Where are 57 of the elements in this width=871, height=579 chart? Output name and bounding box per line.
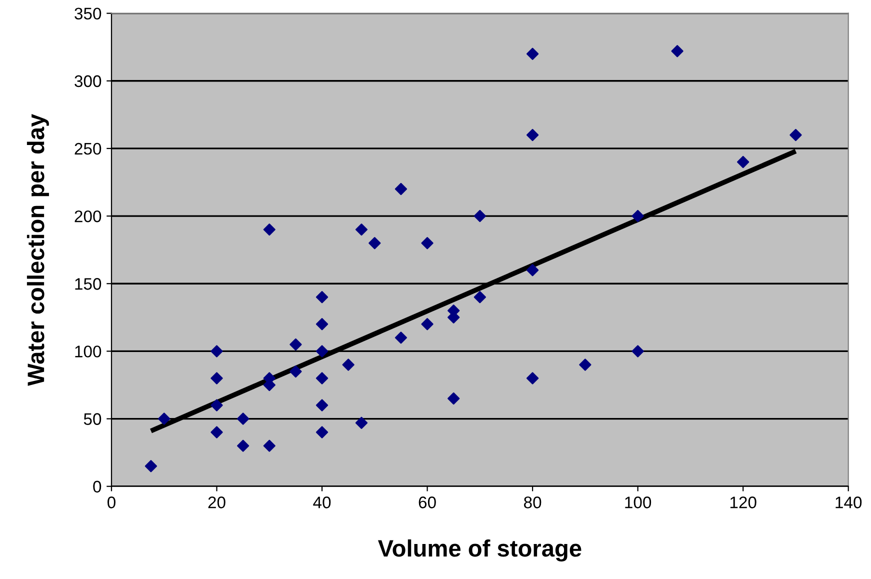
- point: [421, 237, 434, 250]
- point: [236, 412, 250, 425]
- x-tick-label: 60: [418, 496, 436, 508]
- point: [316, 426, 328, 438]
- point: [342, 358, 354, 371]
- point: [368, 237, 381, 250]
- point: [210, 426, 223, 438]
- point: [236, 440, 250, 452]
- point: [526, 372, 539, 384]
- point: [210, 345, 223, 358]
- point: [316, 318, 328, 330]
- point: [448, 392, 460, 405]
- x-tick-label: 140: [836, 496, 862, 508]
- point: [263, 223, 276, 236]
- x-axis-title: Volume of storage: [378, 539, 582, 562]
- point: [421, 318, 434, 330]
- point: [671, 45, 684, 58]
- point: [526, 48, 539, 60]
- point: [474, 210, 486, 222]
- point: [316, 345, 328, 358]
- y-tick-label: 250: [74, 142, 102, 155]
- point: [474, 291, 486, 304]
- point: [290, 365, 302, 378]
- x-tick-label: 0: [108, 496, 116, 508]
- point: [210, 399, 223, 412]
- y-tick-label: 0: [93, 480, 102, 493]
- point: [632, 345, 644, 358]
- point: [290, 338, 302, 351]
- point: [526, 264, 539, 276]
- y-axis-title: Water collection per day: [26, 114, 49, 386]
- x-tick-label: 80: [524, 496, 542, 508]
- point: [632, 210, 644, 222]
- point: [316, 291, 328, 304]
- point: [316, 399, 328, 412]
- point: [394, 182, 408, 196]
- y-tick-label: 350: [74, 8, 102, 20]
- y-tick-label: 200: [74, 210, 102, 222]
- point: [144, 460, 158, 472]
- x-tick-label: 20: [208, 496, 226, 508]
- x-tick-label: 100: [625, 496, 652, 508]
- point: [579, 358, 592, 371]
- y-tick-label: 100: [75, 346, 102, 358]
- point: [158, 412, 170, 425]
- point: [394, 332, 408, 344]
- y-tick-label: 50: [84, 413, 102, 425]
- point: [526, 128, 539, 142]
- x-tick-label: 40: [313, 496, 331, 508]
- x-tick-label: 120: [730, 496, 756, 508]
- point: [316, 372, 328, 384]
- point: [263, 440, 276, 452]
- y-tick-label: 300: [74, 75, 102, 88]
- y-tick-label: 150: [75, 278, 102, 290]
- point: [790, 128, 802, 142]
- point: [210, 372, 223, 384]
- point: [355, 223, 368, 236]
- point: [737, 156, 750, 168]
- point: [355, 416, 368, 429]
